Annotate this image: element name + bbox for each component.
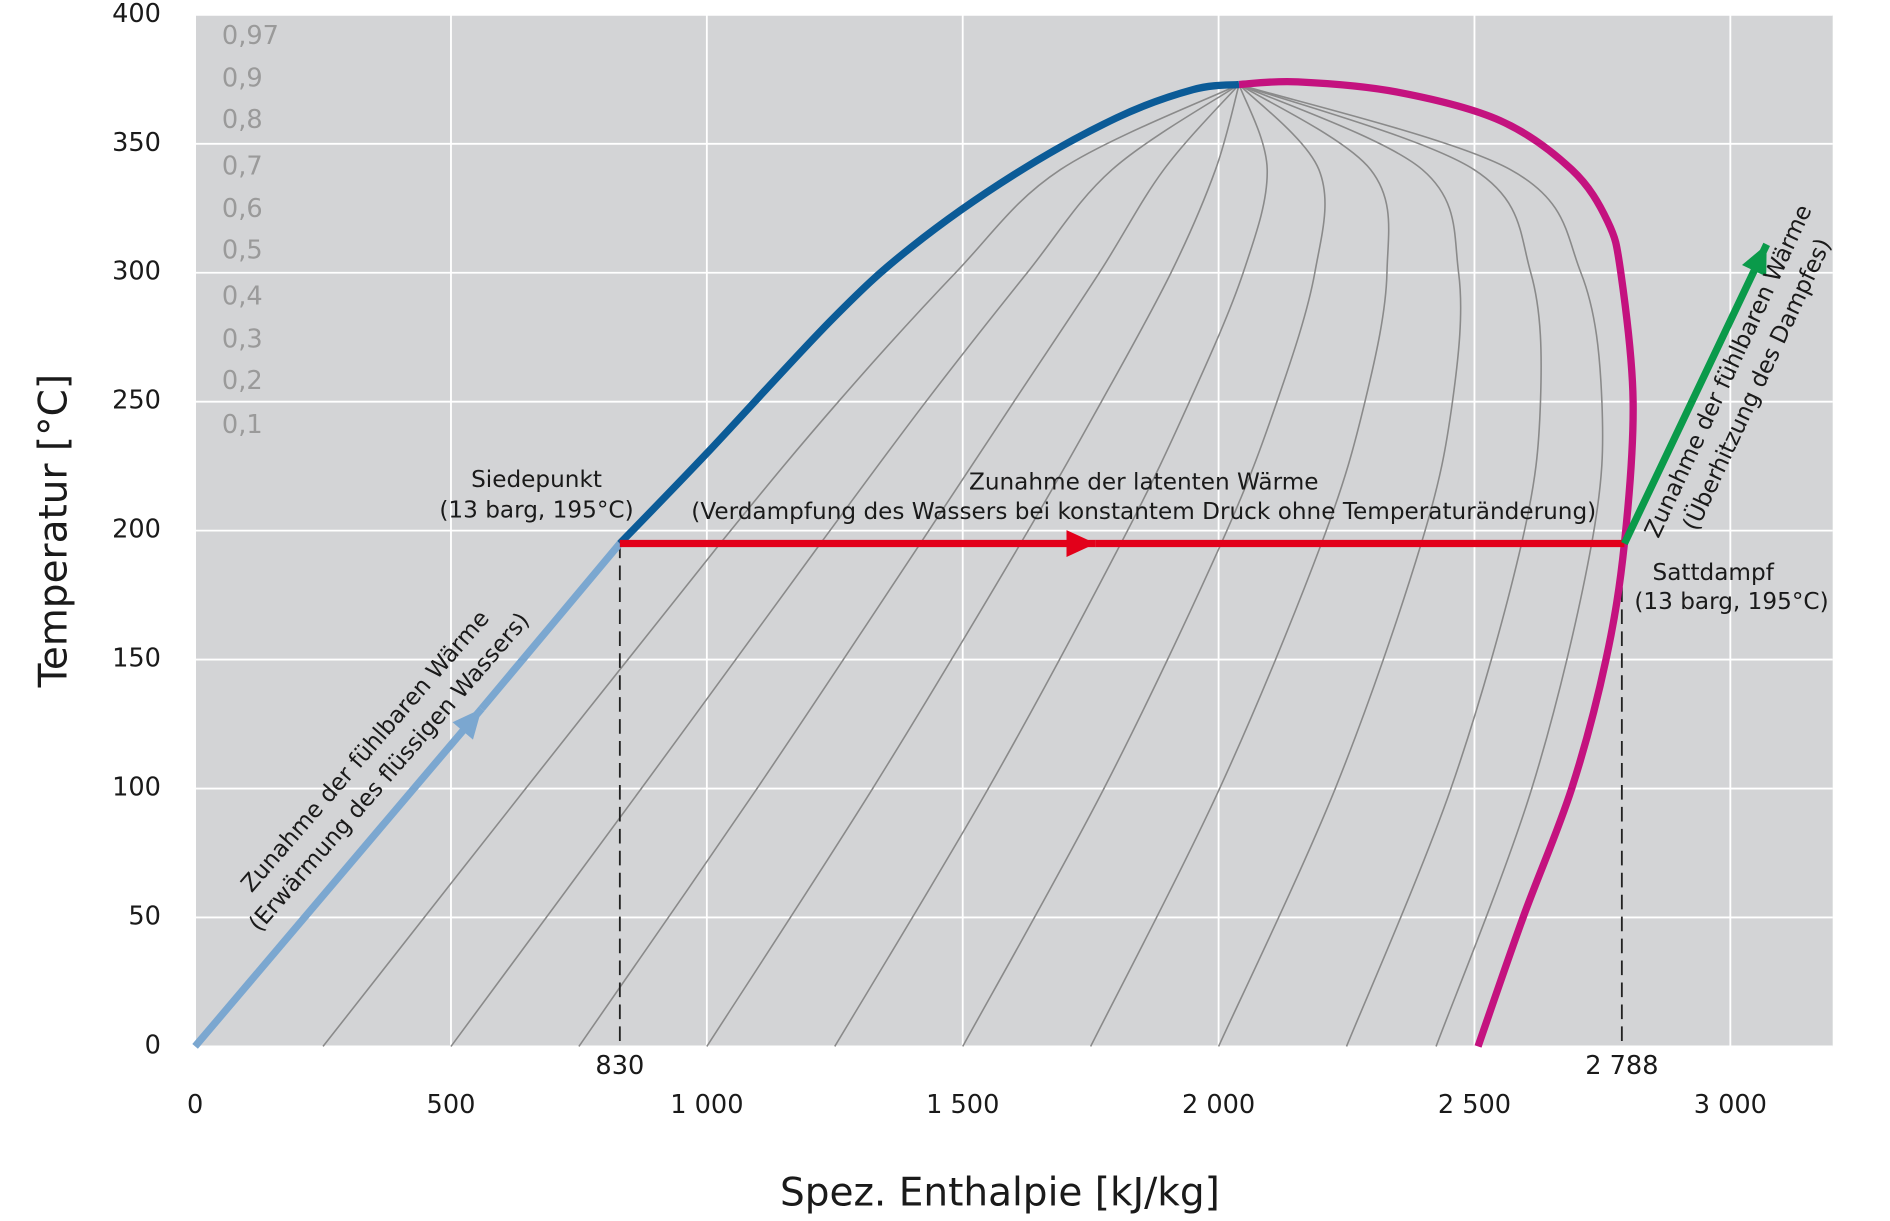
annotation: Siedepunkt [471,467,602,493]
quality-label: 0,4 [222,282,263,312]
quality-line [706,84,1240,1047]
series-line [1621,242,1770,546]
quality-label: 0,8 [222,105,263,135]
quality-line [1238,83,1542,1047]
x-tick-label: 2 500 [1438,1090,1511,1120]
marker-tick-label: 2 788 [1585,1051,1658,1081]
series-line [617,80,1240,547]
y-tick-label: 200 [112,515,161,545]
annotation: (13 barg, 195°C) [439,498,633,524]
quality-label: 0,3 [222,324,263,354]
arrow-head [452,708,482,740]
quality-line [322,83,1240,1047]
quality-label: 0,1 [222,410,263,440]
series-line [192,706,485,1049]
quality-line [1089,83,1390,1047]
y-tick-label: 50 [128,901,161,931]
x-axis-label: Spez. Enthalpie [kJ/kg] [780,1171,1220,1216]
annotation: (Verdampfung des Wassers bei konstantem … [691,499,1596,525]
x-tick-label: 500 [427,1090,476,1120]
quality-line [962,83,1326,1047]
y-tick-label: 300 [112,257,161,287]
y-tick-label: 0 [145,1030,161,1060]
x-tick-label: 3 000 [1694,1090,1767,1120]
series-line [1238,77,1637,1048]
series-line [478,541,623,711]
arrow-head [1741,244,1767,277]
x-tick-label: 0 [187,1090,203,1120]
quality-label: 0,7 [222,151,263,181]
quality-label: 0,5 [222,235,263,265]
quality-line [450,83,1240,1047]
y-tick-label: 250 [112,386,161,416]
quality-line [1217,83,1462,1047]
marker-tick-label: 830 [595,1051,644,1081]
annotation: (13 barg, 195°C) [1634,589,1828,615]
y-tick-label: 100 [112,773,161,803]
arrow-head [1066,530,1096,557]
quality-label: 0,2 [222,366,263,396]
y-axis-label: Temperatur [°C] [32,374,77,688]
quality-line [834,84,1269,1047]
x-tick-label: 2 000 [1182,1090,1255,1120]
quality-line [1238,83,1604,1047]
quality-label: 0,9 [222,63,263,93]
quality-label: 0,97 [222,21,279,51]
y-tick-label: 350 [112,128,161,158]
x-tick-label: 1 500 [926,1090,999,1120]
quality-line [578,83,1240,1047]
x-tick-label: 1 000 [670,1090,743,1120]
quality-label: 0,6 [222,194,263,224]
y-tick-label: 150 [112,644,161,674]
annotation: Sattdampf [1653,560,1775,586]
y-tick-label: 400 [112,0,161,29]
annotation: Zunahme der latenten Wärme [969,470,1319,496]
